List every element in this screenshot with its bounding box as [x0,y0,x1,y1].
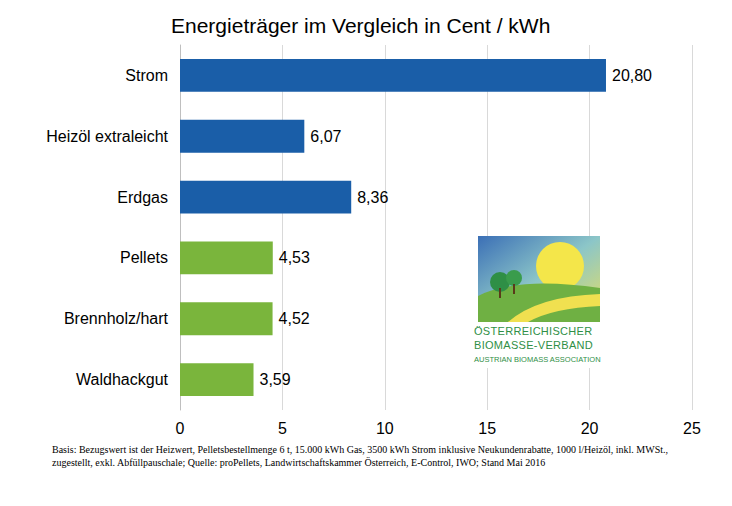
svg-text:Pellets: Pellets [120,249,168,266]
svg-text:6,07: 6,07 [310,128,341,145]
svg-text:Erdgas: Erdgas [117,189,168,206]
svg-text:Energieträger im Vergleich in: Energieträger im Vergleich in Cent / kWh [171,14,550,37]
svg-text:10: 10 [376,420,394,437]
svg-text:4,53: 4,53 [279,249,310,266]
svg-text:Strom: Strom [125,67,168,84]
html-text:ÖSTERREICHISCHER: ÖSTERREICHISCHER [474,325,593,337]
svg-text:20: 20 [581,420,599,437]
svg-text:20,80: 20,80 [612,67,652,84]
svg-text:Brennholz/hart: Brennholz/hart [64,310,169,327]
svg-text:Heizöl extraleicht: Heizöl extraleicht [46,128,168,145]
html-text:AUSTRIAN BIOMASS ASSOCIATION: AUSTRIAN BIOMASS ASSOCIATION [474,355,601,364]
html-text:BIOMASSE-VERBAND: BIOMASSE-VERBAND [474,339,594,351]
svg-text:25: 25 [683,420,701,437]
svg-text:0: 0 [176,420,185,437]
svg-text:3,59: 3,59 [260,371,291,388]
svg-text:5: 5 [278,420,287,437]
svg-text:Waldhackgut: Waldhackgut [76,371,168,388]
svg-text:15: 15 [478,420,496,437]
svg-text:8,36: 8,36 [357,189,388,206]
svg-text:4,52: 4,52 [279,310,310,327]
html-text:Basis: Bezugswert ist der Heiz: Basis: Bezugswert ist der Heizwert, Pell… [52,444,668,468]
